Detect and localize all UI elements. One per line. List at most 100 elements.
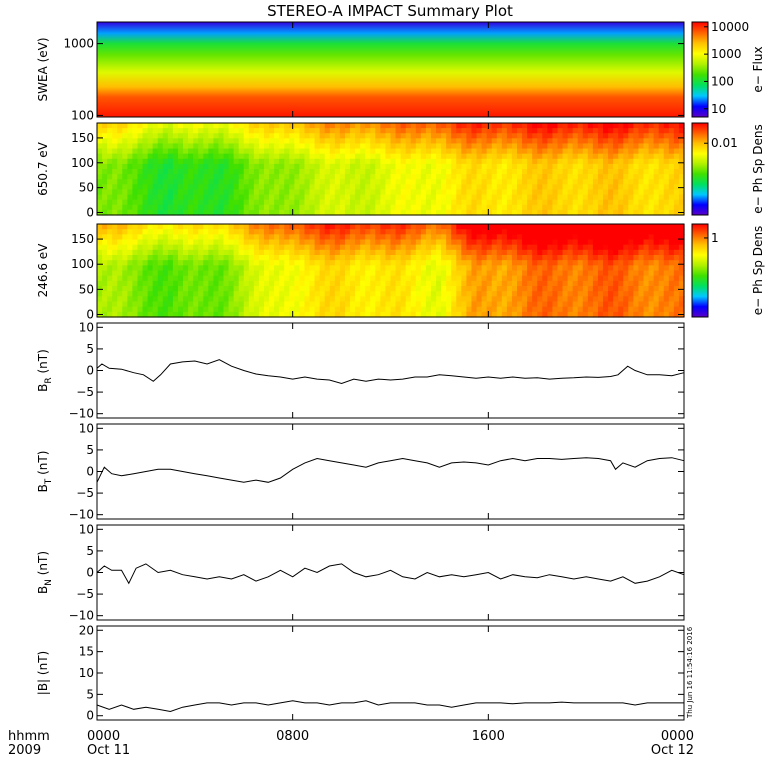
heatmap-cell — [294, 280, 301, 287]
heatmap-cell — [451, 306, 457, 313]
heatmap-cell — [491, 301, 498, 308]
heatmap-cell — [355, 158, 361, 165]
heatmap-cell — [405, 224, 412, 230]
heatmap-cell — [188, 138, 194, 145]
heatmap-cell — [466, 199, 473, 206]
heatmap-cell — [638, 174, 645, 180]
heatmap-cell — [284, 306, 290, 313]
heatmap-cell — [597, 209, 604, 216]
heatmap-cell — [269, 239, 275, 246]
heatmap-cell — [461, 265, 467, 272]
heatmap-cell — [582, 184, 589, 191]
heatmap-cell — [147, 153, 154, 160]
heatmap-cell — [466, 296, 473, 303]
heatmap-cell — [112, 286, 118, 292]
heatmap-cell — [274, 296, 280, 303]
heatmap-cell — [623, 244, 629, 251]
heatmap-cell — [238, 224, 245, 230]
heatmap-cell — [370, 138, 376, 145]
heatmap-cell — [263, 306, 270, 313]
heatmap-cell — [152, 311, 159, 318]
heatmap-cell — [223, 174, 230, 180]
heatmap-cell — [319, 270, 326, 277]
heatmap-cell — [547, 244, 554, 251]
heatmap-cell — [142, 311, 149, 318]
heatmap-cell — [663, 301, 670, 308]
heatmap-cell — [243, 184, 250, 191]
heatmap-cell — [532, 275, 538, 282]
heatmap-cell — [425, 260, 432, 266]
heatmap-cell — [466, 194, 473, 201]
heatmap-cell — [157, 209, 164, 216]
heatmap-cell — [420, 148, 427, 155]
heatmap-cell — [122, 270, 128, 277]
heatmap-cell — [142, 280, 149, 287]
heatmap-cell — [339, 209, 346, 216]
heatmap-cell — [324, 209, 331, 216]
heatmap-cell — [183, 224, 189, 230]
heatmap-cell — [592, 306, 599, 313]
heatmap-cell — [289, 184, 295, 191]
heatmap-cell — [643, 286, 650, 292]
heatmap-cell — [102, 224, 108, 230]
heatmap-cell — [400, 189, 407, 196]
heatmap-cell — [97, 189, 103, 196]
heatmap-cell — [436, 163, 442, 170]
heatmap-cell — [334, 229, 341, 235]
heatmap-cell — [355, 204, 361, 211]
heatmap-cell — [122, 260, 128, 266]
heatmap-cell — [309, 128, 316, 134]
heatmap-cell — [410, 148, 417, 155]
heatmap-cell — [496, 194, 503, 201]
heatmap-cell — [132, 275, 139, 282]
heatmap-cell — [172, 234, 179, 241]
heatmap-cell — [350, 209, 356, 216]
heatmap-cell — [127, 204, 134, 211]
heatmap-cell — [218, 184, 225, 191]
heatmap-cell — [385, 143, 392, 150]
heatmap-cell — [395, 229, 402, 235]
heatmap-cell — [597, 275, 604, 282]
heatmap-cell — [112, 239, 118, 246]
heatmap-cell — [587, 209, 594, 216]
heatmap-cell — [355, 270, 361, 277]
heatmap-cell — [269, 255, 275, 261]
heatmap-cell — [527, 280, 533, 287]
heatmap-cell — [329, 296, 336, 303]
heatmap-cell — [481, 194, 488, 201]
heatmap-cell — [613, 174, 619, 180]
heatmap-cell — [456, 138, 462, 145]
heatmap-cell — [395, 133, 402, 139]
heatmap-cell — [223, 265, 230, 272]
heatmap-cell — [233, 123, 240, 129]
heatmap-cell — [228, 128, 235, 134]
heatmap-cell — [410, 291, 417, 297]
y-tick-label: −10 — [69, 508, 94, 522]
heatmap-cell — [198, 158, 204, 165]
heatmap-cell — [97, 234, 103, 241]
heatmap-cell — [370, 280, 376, 287]
heatmap-cell — [107, 286, 113, 292]
heatmap-cell — [415, 128, 422, 134]
heatmap-cell — [380, 260, 387, 266]
heatmap-cell — [415, 169, 422, 175]
heatmap-cell — [238, 255, 245, 261]
heatmap-cell — [177, 306, 184, 313]
heatmap-cell — [334, 209, 341, 216]
heatmap-cell — [350, 244, 356, 251]
heatmap-cell — [658, 194, 665, 201]
heatmap-cell — [360, 296, 366, 303]
heatmap-cell — [587, 239, 594, 246]
heatmap-cell — [137, 133, 144, 139]
heatmap-cell — [441, 138, 447, 145]
heatmap-cell — [471, 291, 478, 297]
heatmap-cell — [334, 265, 341, 272]
heatmap-cell — [658, 239, 665, 246]
heatmap-cell — [238, 189, 245, 196]
heatmap-cell — [183, 128, 189, 134]
heatmap-cell — [294, 296, 301, 303]
heatmap-cell — [420, 255, 427, 261]
heatmap-cell — [183, 153, 189, 160]
heatmap-cell — [279, 291, 285, 297]
heatmap-cell — [451, 229, 457, 235]
